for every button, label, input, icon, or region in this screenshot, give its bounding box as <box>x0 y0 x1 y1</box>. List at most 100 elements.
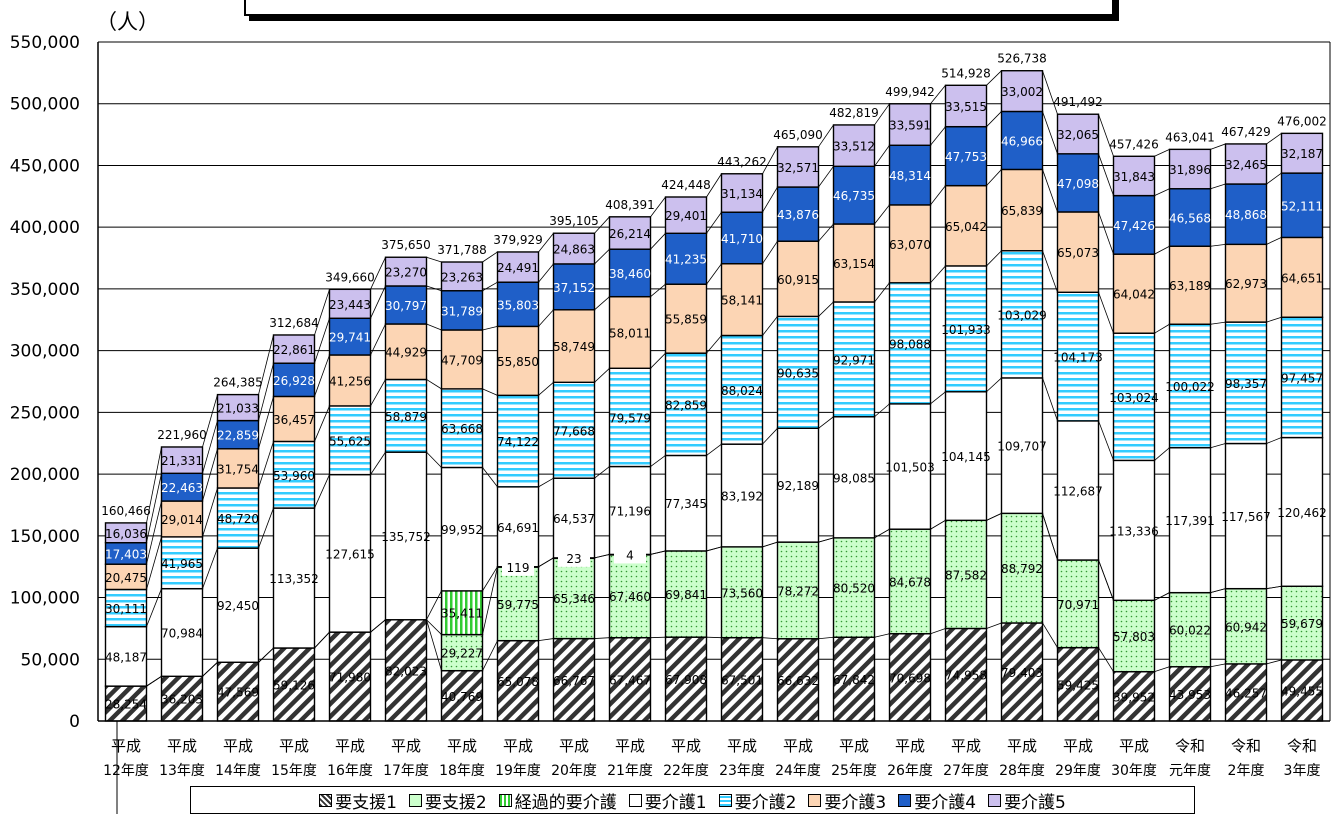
data-label: 62,973 <box>1225 277 1267 291</box>
bar-segment <box>1280 316 1324 439</box>
connector-line <box>706 443 722 456</box>
connector-line <box>1098 647 1114 672</box>
bar-segment <box>104 588 148 628</box>
total-label: 467,429 <box>1221 125 1271 139</box>
bar-segment <box>776 315 820 429</box>
bar-segment <box>608 248 652 298</box>
bar-segment <box>1280 236 1324 318</box>
legend-swatch-icon <box>319 793 333 807</box>
connector-line <box>986 70 1002 86</box>
total-label: 424,448 <box>661 178 711 192</box>
bar-segment <box>440 329 484 390</box>
connector-line <box>1098 114 1114 157</box>
bar-segment <box>832 416 876 539</box>
connector-line <box>202 661 218 677</box>
legend-swatch-icon <box>718 793 732 807</box>
data-label: 55,850 <box>497 355 539 369</box>
connector-line <box>874 633 890 638</box>
x-tick-label: 28年度 <box>999 763 1045 779</box>
data-label: 32,465 <box>1225 158 1267 172</box>
y-tick-label: 400,000 <box>10 218 80 238</box>
legend-item-1: 要支援1 <box>319 788 397 813</box>
bar-segment <box>104 625 148 687</box>
connector-line <box>1042 169 1058 213</box>
connector-line <box>258 334 274 395</box>
connector-line <box>538 557 554 568</box>
bar-segment <box>160 446 204 475</box>
data-label: 31,896 <box>1169 163 1211 177</box>
x-tick-label: 12年度 <box>103 763 149 779</box>
connector-line <box>370 257 386 290</box>
connector-line <box>818 301 834 317</box>
data-label: 63,154 <box>833 257 875 271</box>
bar-segment <box>832 301 876 418</box>
x-tick-label: 2年度 <box>1228 763 1265 779</box>
connector-line <box>1266 585 1282 590</box>
data-label: 67,842 <box>833 673 875 687</box>
connector-line <box>706 211 722 234</box>
connector-line <box>426 323 442 331</box>
bar-segment <box>1000 512 1044 624</box>
connector-line <box>706 636 722 639</box>
x-tick-label: 平成 <box>1119 737 1149 755</box>
data-label: 29,741 <box>329 331 371 345</box>
connector-line <box>146 473 162 543</box>
connector-line <box>1042 377 1058 422</box>
bar-segment <box>720 173 764 213</box>
data-label: 35,803 <box>497 298 539 312</box>
connector-line <box>1042 622 1058 648</box>
data-label: 87,582 <box>945 568 987 582</box>
data-label: 69,841 <box>665 588 707 602</box>
data-label: 98,357 <box>1225 377 1267 391</box>
connector-line <box>930 85 946 105</box>
connector-line <box>1210 183 1226 190</box>
data-label: 63,189 <box>1169 279 1211 293</box>
connector-line <box>1210 243 1226 247</box>
bar-segment <box>384 619 428 722</box>
x-tick-label: 平成 <box>895 737 925 755</box>
data-label: 103,029 <box>997 308 1047 322</box>
legend-swatch-icon <box>988 793 1002 807</box>
data-label-background <box>558 548 590 567</box>
connector-line <box>1154 148 1170 157</box>
x-tick-label: 平成 <box>447 737 477 755</box>
data-label: 46,735 <box>833 189 875 203</box>
data-label: 16,036 <box>105 527 147 541</box>
connector-line <box>538 382 554 396</box>
bar-segment <box>1056 559 1100 649</box>
legend-label: 要介護3 <box>824 792 887 813</box>
bar-segment <box>1280 132 1324 174</box>
bar-segment <box>1056 211 1100 293</box>
connector-line <box>650 550 666 555</box>
bar-segment <box>384 451 428 621</box>
connector-line <box>146 500 162 565</box>
connector-line <box>1098 292 1114 334</box>
data-label: 22,463 <box>161 481 203 495</box>
connector-line <box>874 528 890 539</box>
data-label: 70,971 <box>1057 598 1099 612</box>
data-label: 23,443 <box>329 298 371 312</box>
bar-segment <box>272 440 316 509</box>
bar-segment <box>888 528 932 635</box>
data-label-background <box>502 557 534 576</box>
bar-segment <box>608 465 652 556</box>
total-label: 375,650 <box>381 238 431 252</box>
connector-line <box>314 289 330 336</box>
connector-line <box>146 536 162 590</box>
bar-segment <box>1280 659 1324 722</box>
data-label: 41,710 <box>721 232 763 246</box>
data-label: 65,042 <box>945 220 987 234</box>
bar-segment <box>496 325 540 397</box>
connector-line <box>706 335 722 354</box>
data-label: 39,952 <box>1113 690 1155 704</box>
connector-line <box>706 173 722 198</box>
connector-line <box>1154 447 1170 461</box>
bar-segment <box>1112 155 1156 197</box>
data-label: 29,227 <box>441 647 483 661</box>
connector-line <box>1042 111 1058 154</box>
data-label: 24,863 <box>553 243 595 257</box>
bar-segment <box>1168 591 1212 668</box>
x-tick-label: 平成 <box>1063 737 1093 755</box>
data-label: 73,560 <box>721 586 763 600</box>
